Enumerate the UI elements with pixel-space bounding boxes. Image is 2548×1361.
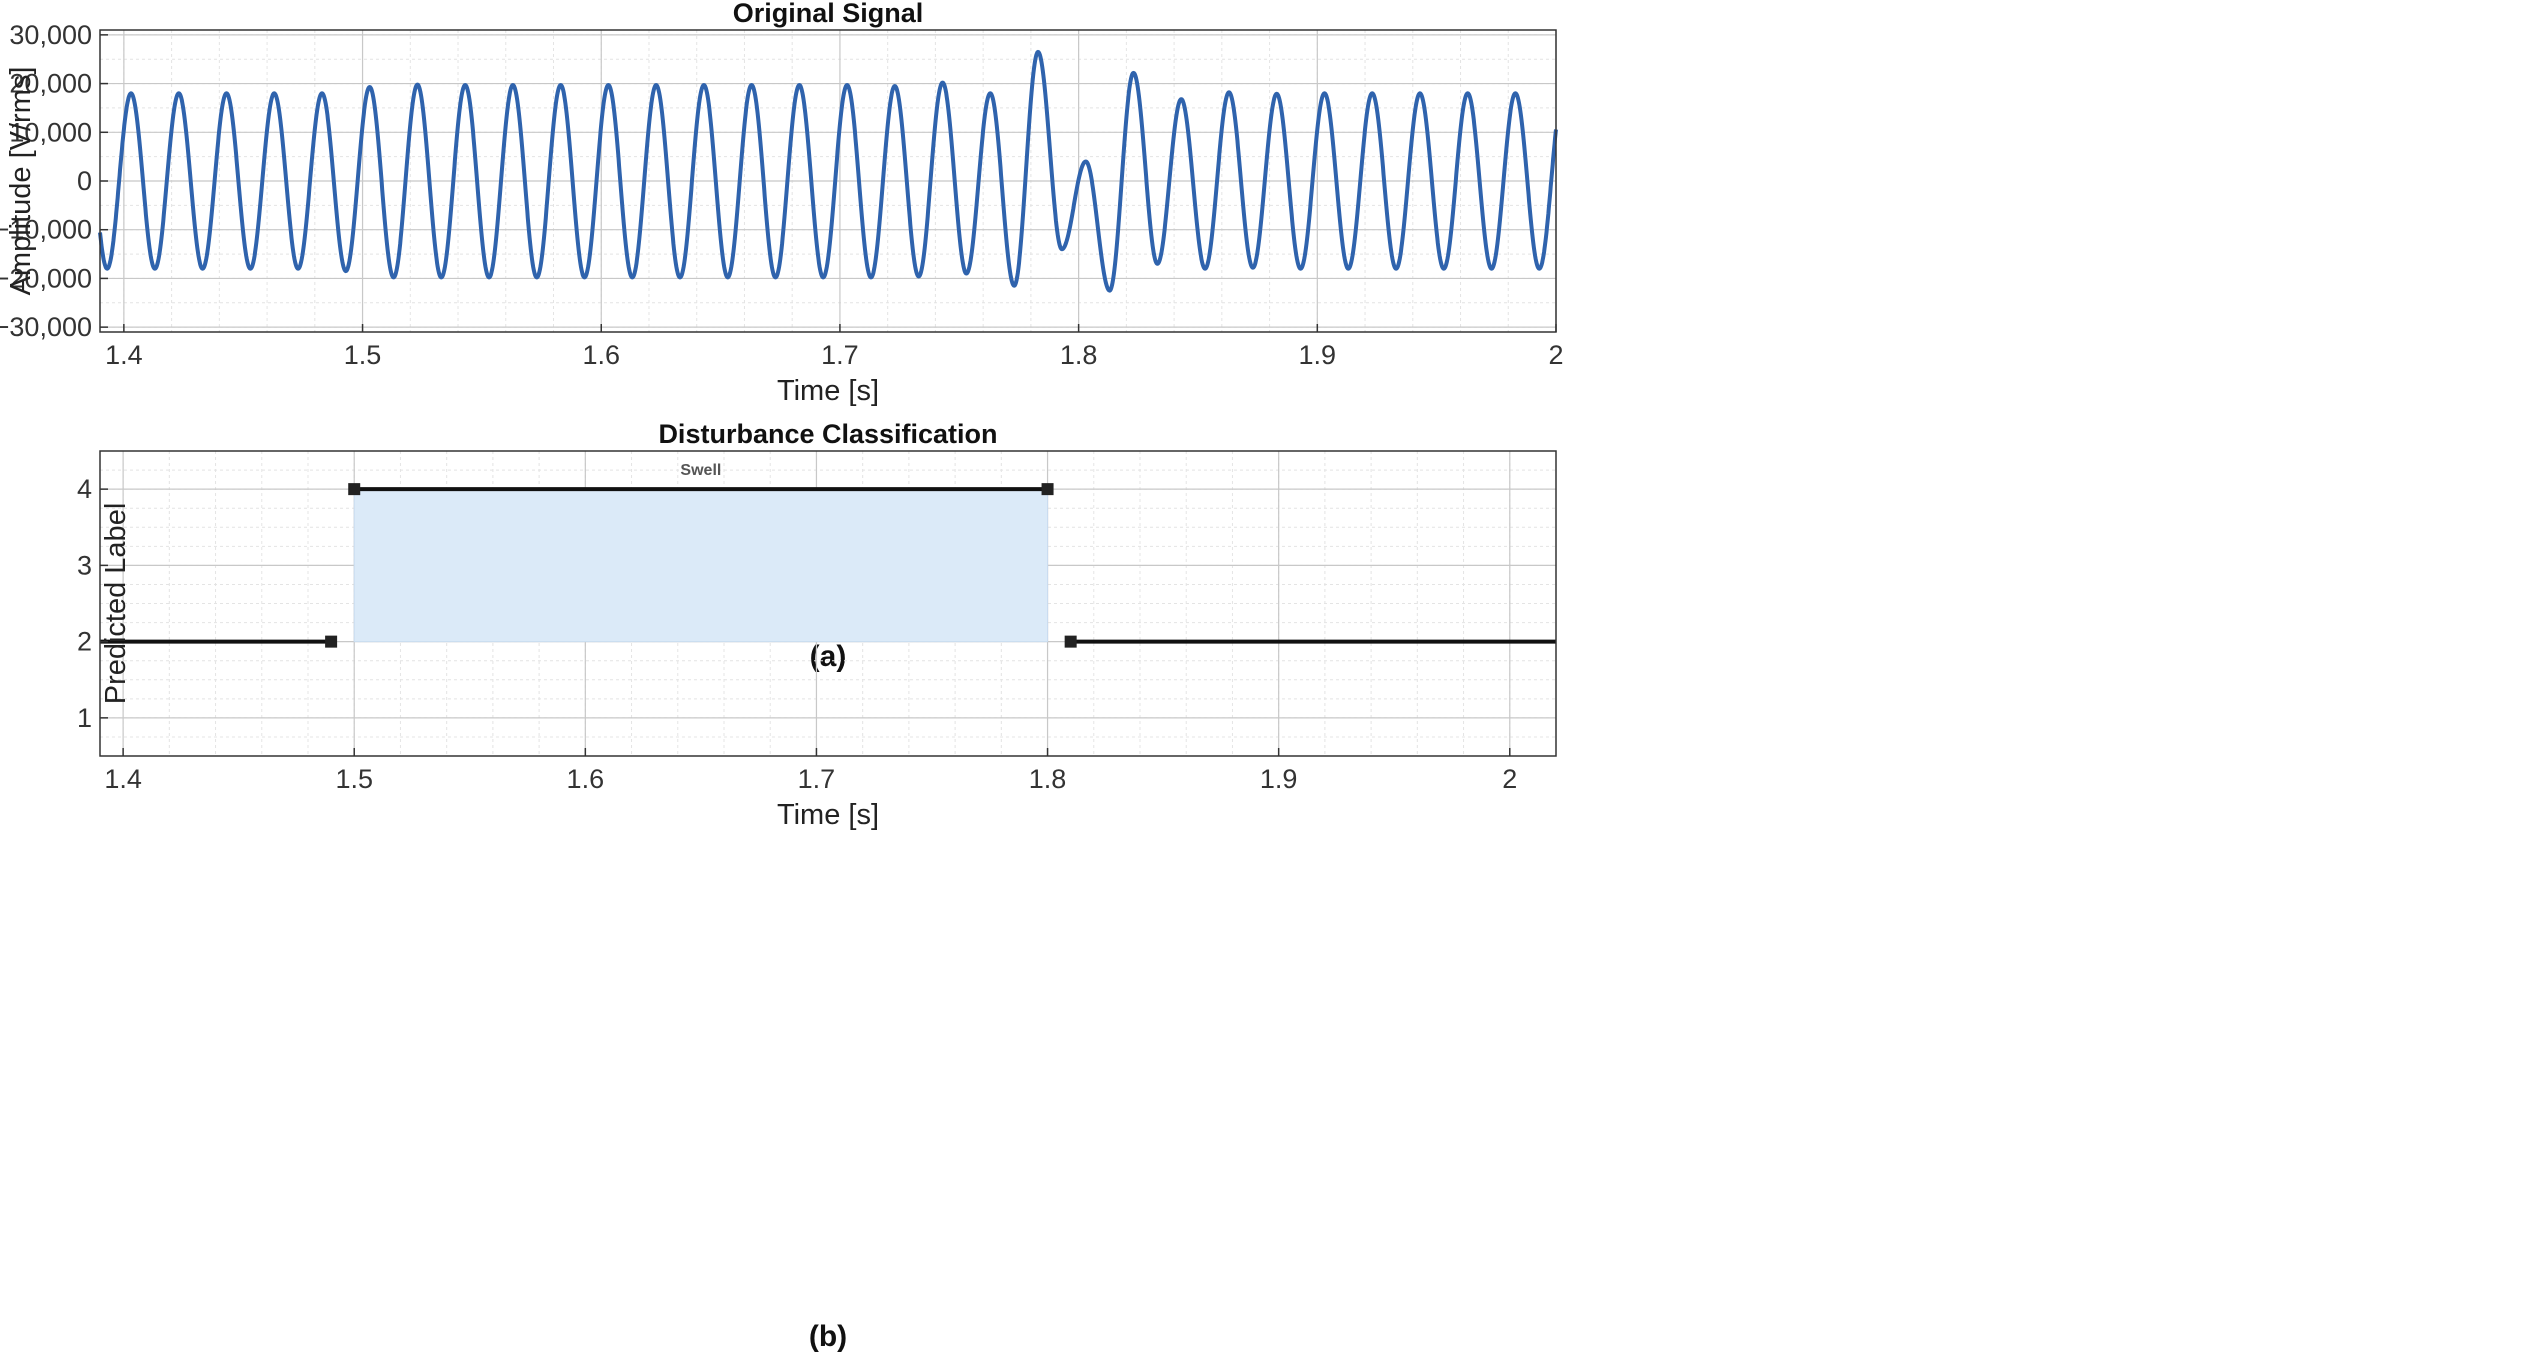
x-tick-label: 1.4	[104, 764, 142, 794]
y-tick-label: −10,000	[0, 215, 92, 245]
swell-annotation: Swell	[680, 462, 721, 479]
classification-chart: Swell 1.4 1.5 1.6 1.7 1.8 1.9 2 1 2 3 4 Disturban…	[77, 419, 1557, 1353]
signal-y-axis-label: Amplitude [V/rms]	[5, 67, 37, 296]
x-tick-label: 1.7	[798, 764, 836, 794]
segment-endpoint-marker	[325, 635, 338, 648]
x-tick-label: 1.8	[1060, 340, 1098, 370]
x-tick-label: 2	[1548, 340, 1563, 370]
x-tick-label: 1.9	[1299, 340, 1337, 370]
classification-y-ticks: 1 2 3 4	[77, 474, 108, 733]
signal-series-line	[98, 49, 1558, 293]
x-tick-label: 1.5	[344, 340, 382, 370]
x-tick-label: 1.4	[105, 340, 143, 370]
signal-x-axis-label: Time [s]	[777, 375, 879, 407]
swell-shaded-region	[353, 488, 1049, 643]
x-tick-label: 1.7	[821, 340, 859, 370]
classification-y-axis-label: Predicted Label	[100, 503, 132, 705]
signal-y-ticks: −30,000 −20,000 −10,000 0 10,000 20,000 30,000	[0, 20, 108, 342]
x-tick-label: 1.6	[567, 764, 605, 794]
classification-chart-title: Disturbance Classification	[658, 419, 997, 449]
y-tick-label: 20,000	[9, 69, 92, 99]
classification-x-axis-label: Time [s]	[777, 799, 879, 831]
x-tick-label: 1.9	[1260, 764, 1298, 794]
y-tick-label: 10,000	[9, 117, 92, 147]
y-tick-label: 1	[77, 703, 92, 733]
signal-chart-title: Original Signal	[733, 0, 924, 28]
segment-endpoint-marker	[348, 483, 361, 496]
x-tick-label: 1.8	[1029, 764, 1067, 794]
classification-plot-area: Swell	[100, 462, 1556, 648]
x-tick-label: 2	[1502, 764, 1517, 794]
y-tick-label: 3	[77, 550, 92, 580]
y-tick-label: 30,000	[9, 20, 92, 50]
y-tick-label: 4	[77, 474, 92, 504]
y-tick-label: −20,000	[0, 263, 92, 293]
x-tick-label: 1.5	[335, 764, 373, 794]
segment-endpoint-marker	[1064, 635, 1077, 648]
y-tick-label: 2	[77, 627, 92, 657]
signal-plot-area	[98, 49, 1558, 293]
classification-x-ticks: 1.4 1.5 1.6 1.7 1.8 1.9 2	[104, 748, 1517, 794]
signal-x-ticks: 1.4 1.5 1.6 1.7 1.8 1.9 2	[105, 324, 1564, 370]
signal-grid	[100, 30, 1557, 332]
classification-caption: (b)	[809, 1320, 847, 1353]
segment-endpoint-marker	[1041, 483, 1054, 496]
classification-axes-frame	[99, 450, 1557, 757]
x-tick-label: 1.6	[582, 340, 620, 370]
signal-caption: (a)	[810, 640, 847, 673]
y-tick-label: 0	[77, 166, 92, 196]
y-tick-label: −30,000	[0, 312, 92, 342]
